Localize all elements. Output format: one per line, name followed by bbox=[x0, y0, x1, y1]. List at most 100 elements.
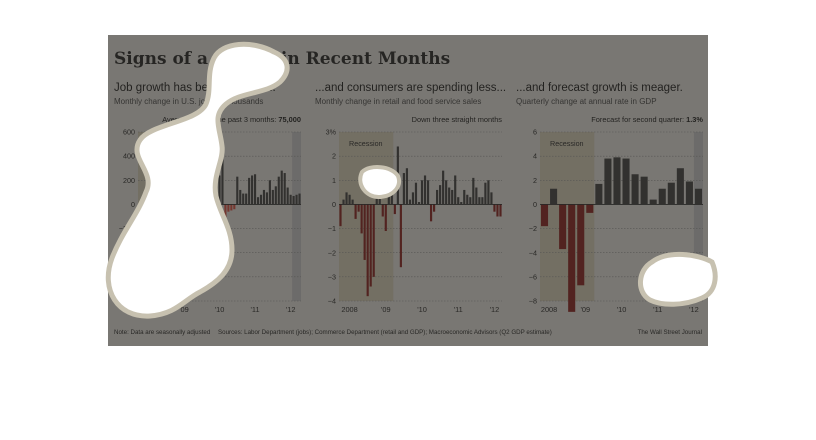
bar bbox=[487, 180, 490, 205]
y-tick-label: 0 bbox=[533, 200, 537, 209]
bar bbox=[478, 197, 481, 205]
bar bbox=[393, 204, 396, 215]
bar bbox=[640, 176, 648, 205]
bar bbox=[577, 204, 585, 286]
footnote-note: Note: Data are seasonally adjusted bbox=[114, 329, 211, 336]
bar bbox=[230, 204, 233, 211]
bar bbox=[366, 204, 369, 297]
bar bbox=[631, 174, 639, 205]
recession-label: Recession bbox=[349, 139, 383, 148]
bar bbox=[649, 199, 657, 205]
bar bbox=[292, 195, 295, 205]
bar bbox=[298, 193, 301, 205]
bar bbox=[191, 204, 194, 245]
panel-title: Job growth has been sluggish... bbox=[114, 82, 276, 94]
panel-subtitle: Monthly change in U.S. jobs, in thousand… bbox=[114, 97, 263, 106]
bar bbox=[472, 177, 475, 205]
bar bbox=[439, 185, 442, 205]
bar bbox=[604, 158, 612, 205]
bar bbox=[493, 204, 496, 212]
bar bbox=[185, 204, 188, 247]
bar bbox=[408, 199, 412, 205]
y-tick-label: 200 bbox=[123, 176, 135, 185]
bar bbox=[289, 194, 292, 205]
x-tick-label: 2008 bbox=[541, 305, 557, 314]
bar bbox=[466, 194, 469, 205]
bar bbox=[351, 199, 354, 205]
bar bbox=[357, 204, 360, 212]
bar bbox=[378, 192, 381, 205]
bar bbox=[586, 204, 594, 213]
chart-panel-1: Job growth has been sluggish... Monthly c… bbox=[114, 82, 301, 314]
bar bbox=[248, 177, 251, 205]
bar bbox=[165, 204, 168, 263]
y-tick-label: 400 bbox=[123, 152, 135, 161]
bar bbox=[286, 187, 289, 205]
bar bbox=[274, 186, 277, 205]
bar bbox=[384, 204, 387, 231]
bar bbox=[159, 204, 162, 238]
bar bbox=[277, 176, 280, 205]
y-tick-label: −1 bbox=[328, 224, 336, 233]
y-tick-label: −800 bbox=[119, 297, 135, 306]
bar bbox=[168, 204, 171, 292]
y-tick-label: 3% bbox=[326, 128, 337, 137]
panel-annotation: Forecast for second quarter: 1.3% bbox=[591, 115, 703, 124]
bar bbox=[188, 204, 191, 262]
y-tick-label: −600 bbox=[119, 272, 135, 281]
bar bbox=[209, 204, 212, 210]
bar bbox=[360, 204, 363, 234]
y-tick-label: −4 bbox=[328, 297, 336, 306]
bar bbox=[381, 204, 384, 217]
y-tick-label: 4 bbox=[533, 152, 537, 161]
bar bbox=[496, 204, 499, 217]
bar bbox=[265, 192, 268, 205]
bar bbox=[540, 204, 549, 227]
recession-label: Recession bbox=[550, 139, 584, 148]
chart-canvas: Signs of a Slump in Recent Months Job gr… bbox=[114, 49, 703, 336]
bar bbox=[463, 189, 466, 205]
bar bbox=[283, 173, 286, 205]
bar bbox=[144, 204, 147, 215]
bar bbox=[499, 204, 502, 217]
bar bbox=[432, 204, 436, 212]
bar bbox=[239, 189, 242, 205]
recession-band bbox=[540, 132, 595, 301]
bar bbox=[218, 175, 221, 205]
bar bbox=[402, 173, 405, 205]
bar bbox=[405, 168, 409, 205]
x-tick-label: '12 bbox=[286, 305, 296, 314]
bar bbox=[162, 204, 165, 260]
bar bbox=[448, 187, 451, 205]
bar bbox=[411, 192, 415, 205]
bar bbox=[667, 182, 675, 205]
x-tick-label: '09 bbox=[381, 305, 391, 314]
bar bbox=[550, 188, 558, 205]
bar bbox=[173, 204, 177, 301]
bar bbox=[200, 204, 203, 229]
y-tick-label: 0 bbox=[332, 200, 336, 209]
panel-title: ...and consumers are spending less... bbox=[315, 82, 506, 94]
y-tick-label: −2 bbox=[328, 248, 336, 257]
bar bbox=[595, 183, 603, 205]
bar bbox=[197, 204, 200, 231]
x-tick-label: '10 bbox=[215, 305, 225, 314]
chart-panels: Job growth has been sluggish... Monthly c… bbox=[114, 82, 703, 314]
x-tick-label: '11 bbox=[454, 305, 463, 314]
x-tick-label: '12 bbox=[490, 305, 500, 314]
bar bbox=[387, 192, 390, 205]
footnote-sources: Sources: Labor Department (jobs); Commer… bbox=[218, 329, 552, 336]
footnote-credit: The Wall Street Journal bbox=[638, 329, 702, 336]
recession-label: Recession bbox=[148, 139, 182, 148]
y-tick-label: 2 bbox=[332, 152, 336, 161]
bar bbox=[658, 188, 666, 205]
bar bbox=[676, 168, 684, 205]
panel-subtitle: Monthly change in retail and food servic… bbox=[315, 97, 481, 106]
bar bbox=[436, 189, 439, 205]
bar bbox=[156, 204, 159, 230]
bar bbox=[221, 152, 224, 205]
figure-title: Signs of a Slump in Recent Months bbox=[114, 49, 450, 69]
bar bbox=[212, 204, 215, 210]
x-tick-label: '10 bbox=[617, 305, 627, 314]
bar bbox=[147, 204, 150, 229]
